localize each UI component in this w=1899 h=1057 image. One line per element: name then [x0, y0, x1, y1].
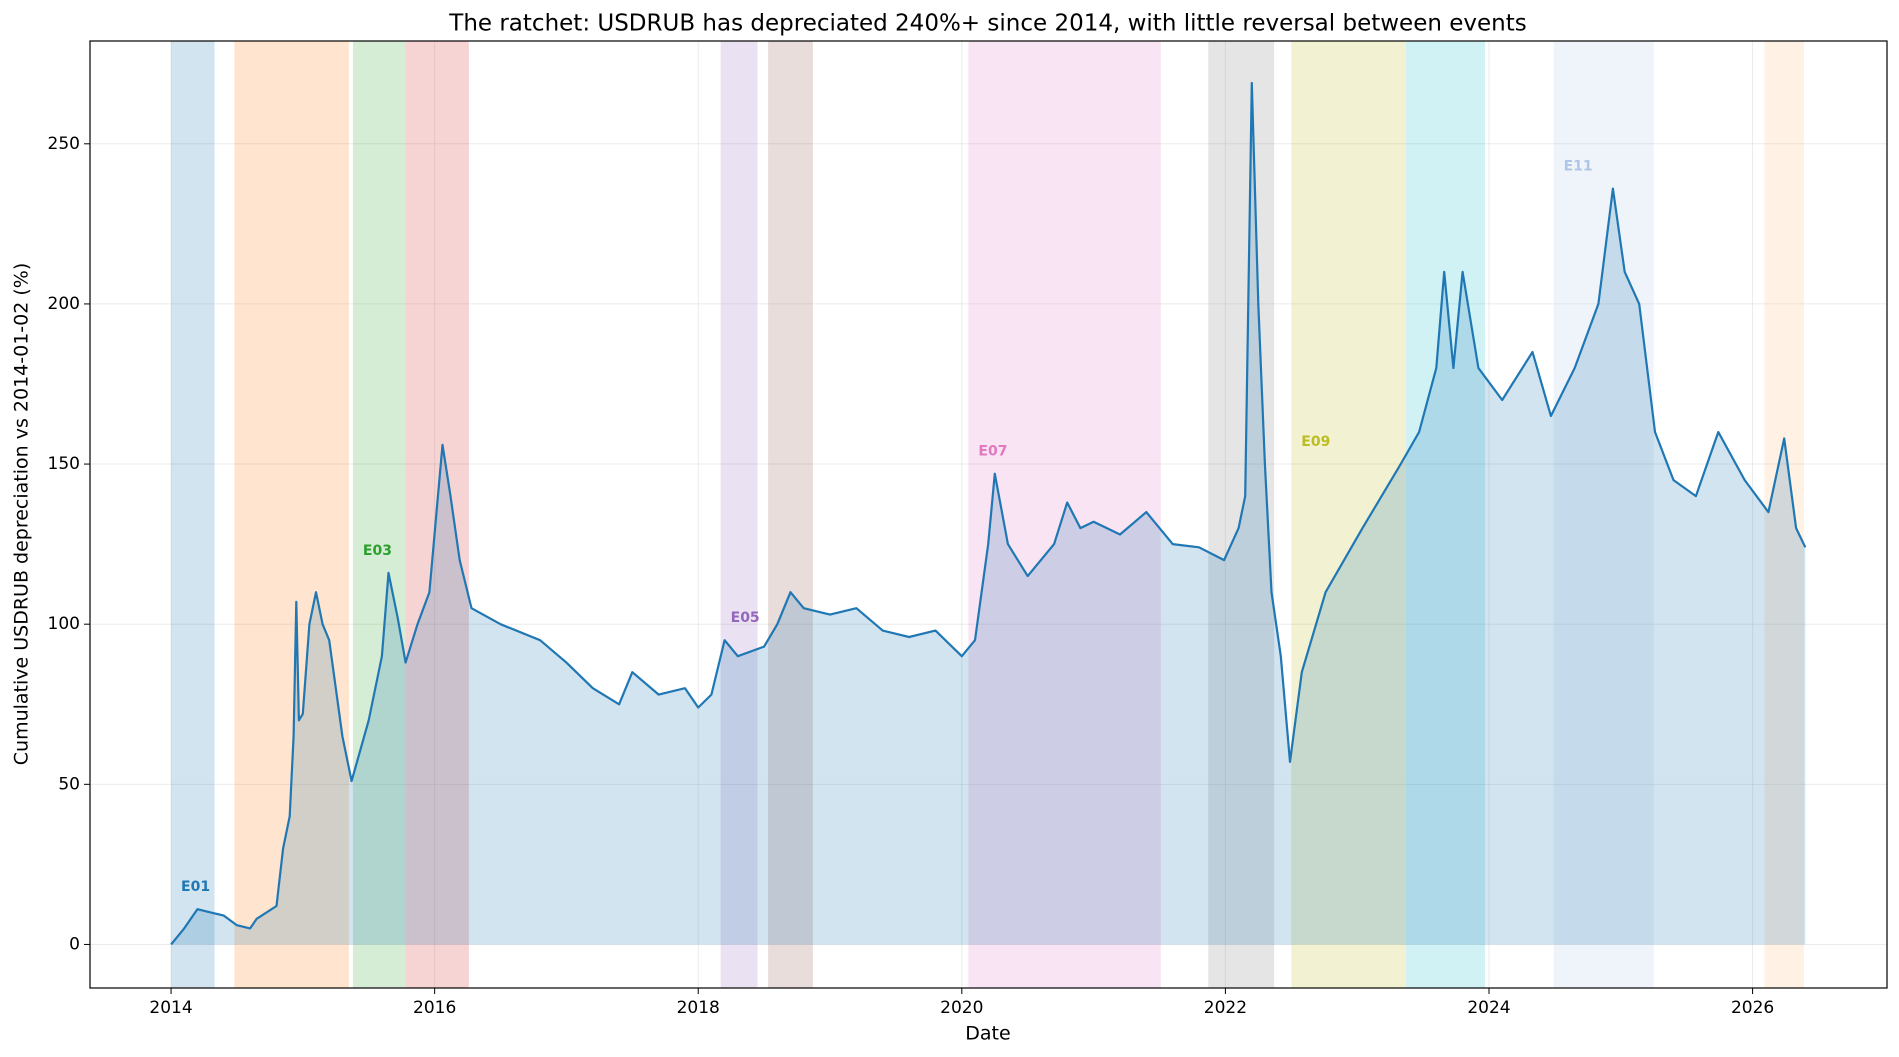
event-band — [768, 41, 813, 988]
event-label: E07 — [978, 444, 1007, 460]
x-axis-label: Date — [965, 1023, 1010, 1045]
event-band — [171, 41, 215, 988]
event-band — [1553, 41, 1654, 988]
x-tick-label: 2014 — [149, 998, 192, 1018]
y-tick-label: 100 — [48, 614, 80, 634]
plot-frame — [89, 40, 1888, 989]
y-tick-label: 200 — [48, 294, 80, 314]
event-band — [234, 41, 349, 988]
x-tick-label: 2018 — [677, 998, 720, 1018]
event-label: E01 — [181, 879, 210, 895]
y-axis-label: Cumulative USDRUB depreciation vs 2014-0… — [11, 263, 33, 765]
y-tick-label: 50 — [58, 774, 80, 794]
x-tick-label: 2020 — [940, 998, 983, 1018]
area — [171, 83, 1806, 945]
event-label: E03 — [363, 543, 392, 559]
event-band — [968, 41, 1161, 988]
event-band — [1405, 41, 1486, 988]
event-label: E05 — [731, 610, 760, 626]
event-band — [720, 41, 758, 988]
y-tick-label: 250 — [48, 134, 80, 154]
y-tick-label: 0 — [69, 934, 80, 954]
event-label: E11 — [1564, 159, 1593, 175]
event-band — [352, 41, 406, 988]
event-label: E09 — [1301, 434, 1330, 450]
line — [170, 81, 1807, 946]
event-band — [1764, 41, 1804, 988]
x-tick-label: 2022 — [1204, 998, 1247, 1018]
x-tick-label: 2026 — [1731, 998, 1774, 1018]
x-tick-label: 2016 — [413, 998, 456, 1018]
y-tick-label: 150 — [48, 454, 80, 474]
x-tick-label: 2024 — [1467, 998, 1510, 1018]
event-band — [1291, 41, 1406, 988]
chart-title: The ratchet: USDRUB has depreciated 240%… — [448, 11, 1526, 37]
